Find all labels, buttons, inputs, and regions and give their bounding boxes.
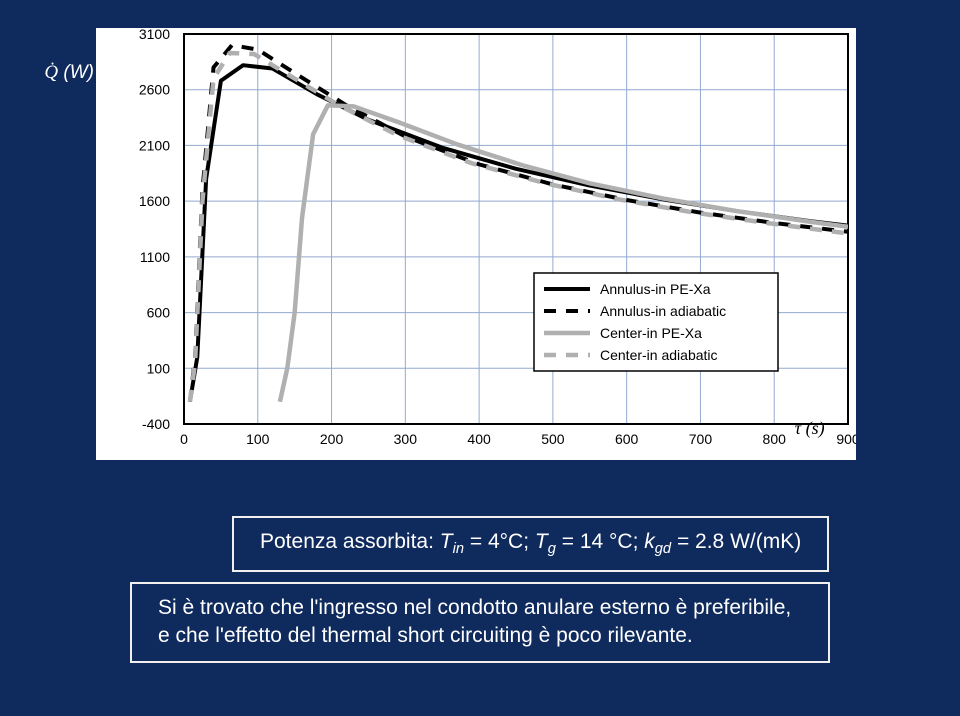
svg-text:τ (s): τ (s) (795, 418, 825, 439)
svg-text:900: 900 (836, 431, 856, 447)
svg-text:600: 600 (615, 431, 639, 447)
svg-text:2100: 2100 (139, 137, 170, 153)
caption-conclusion: Si è trovato che l'ingresso nel condotto… (130, 582, 830, 663)
svg-text:1600: 1600 (139, 193, 170, 209)
svg-text:3100: 3100 (139, 28, 170, 42)
svg-text:Annulus-in adiabatic: Annulus-in adiabatic (600, 303, 726, 319)
svg-text:400: 400 (467, 431, 491, 447)
svg-text:800: 800 (763, 431, 787, 447)
svg-text:Center-in adiabatic: Center-in adiabatic (600, 347, 718, 363)
svg-text:100: 100 (246, 431, 270, 447)
svg-text:500: 500 (541, 431, 565, 447)
svg-text:100: 100 (147, 360, 171, 376)
svg-text:Center-in PE-Xa: Center-in PE-Xa (600, 325, 702, 341)
svg-text:700: 700 (689, 431, 713, 447)
svg-text:600: 600 (147, 305, 171, 321)
svg-text:300: 300 (394, 431, 418, 447)
caption-parameters: Potenza assorbita: Tin = 4°C; Tg = 14 °C… (232, 516, 829, 572)
y-axis-label: Q̇ (W) (34, 62, 94, 84)
chart: -400 100 600 1100 1600 2100 2600 3100 0 100 200 300… (96, 28, 856, 460)
svg-text:1100: 1100 (140, 249, 170, 265)
svg-text:Annulus-in PE-Xa: Annulus-in PE-Xa (600, 281, 711, 297)
svg-text:2600: 2600 (139, 82, 170, 98)
svg-text:-400: -400 (142, 416, 170, 432)
svg-text:200: 200 (320, 431, 344, 447)
svg-text:0: 0 (180, 431, 188, 447)
